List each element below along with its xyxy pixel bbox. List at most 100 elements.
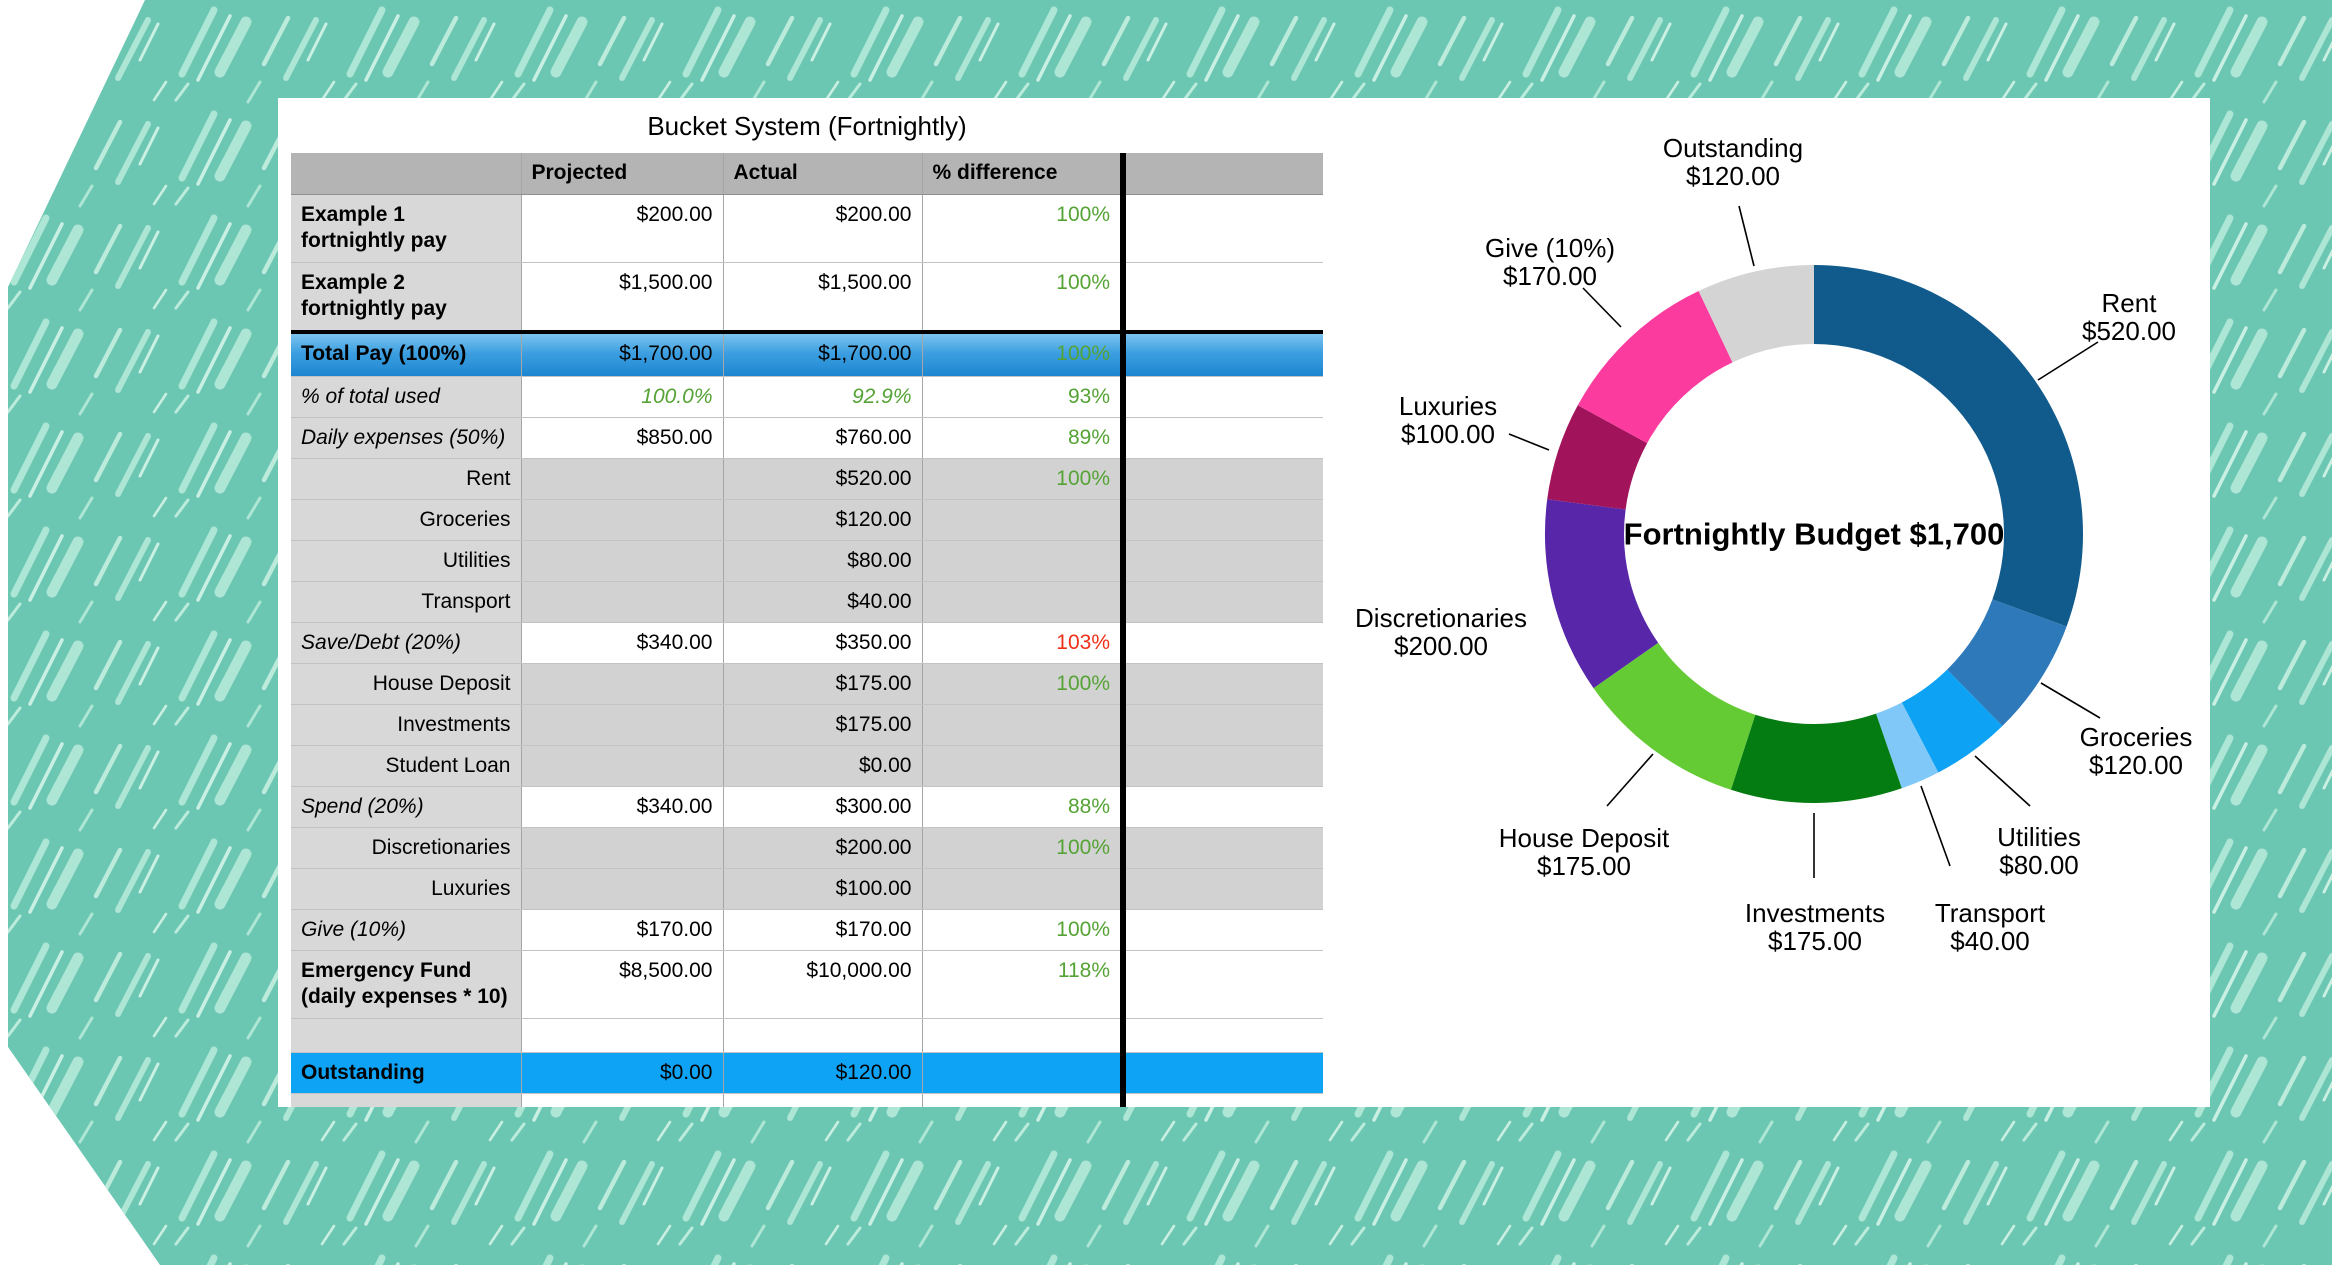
cell-actual[interactable]: $350.00 [723, 622, 923, 664]
cell-label[interactable] [291, 1093, 522, 1107]
cell-label[interactable]: Discretionaries [291, 827, 522, 869]
donut-slice-transport[interactable] [1876, 702, 1939, 789]
cell-label[interactable]: Total Pay (100%) [291, 330, 522, 377]
cell-extra[interactable] [1120, 194, 1323, 263]
column-header-projected[interactable]: Projected [521, 153, 724, 195]
cell-projected[interactable] [521, 581, 724, 623]
cell-extra[interactable] [1120, 1052, 1323, 1094]
column-header-blank[interactable] [291, 153, 522, 195]
donut-slice-house-deposit[interactable] [1593, 642, 1756, 790]
cell-actual[interactable]: $175.00 [723, 663, 923, 705]
cell-diff[interactable]: 100% [922, 262, 1123, 333]
cell-projected[interactable]: $1,700.00 [521, 330, 724, 377]
donut-slice-groceries[interactable] [1947, 599, 2067, 726]
cell-projected[interactable]: 100.0% [521, 376, 724, 418]
cell-extra[interactable] [1120, 262, 1323, 333]
cell-extra[interactable] [1120, 950, 1323, 1019]
cell-actual[interactable]: $760.00 [723, 417, 923, 459]
cell-actual[interactable]: $200.00 [723, 827, 923, 869]
cell-diff[interactable]: 88% [922, 786, 1123, 828]
cell-label[interactable]: Daily expenses (50%) [291, 417, 522, 459]
donut-slice-utilities[interactable] [1901, 669, 2003, 773]
cell-label[interactable]: House Deposit [291, 663, 522, 705]
cell-diff[interactable]: 93% [922, 376, 1123, 418]
cell-actual[interactable]: $80.00 [723, 540, 923, 582]
donut-slice-outstanding[interactable] [1698, 265, 1814, 363]
cell-actual[interactable] [723, 1018, 923, 1053]
cell-actual[interactable]: $1,500.00 [723, 262, 923, 333]
cell-diff[interactable]: 118% [922, 950, 1123, 1019]
column-header-diff[interactable]: % difference [922, 153, 1123, 195]
cell-projected[interactable] [521, 540, 724, 582]
cell-diff[interactable]: 100% [922, 827, 1123, 869]
cell-diff[interactable] [922, 499, 1123, 541]
cell-extra[interactable] [1120, 745, 1323, 787]
cell-extra[interactable] [1120, 663, 1323, 705]
cell-actual[interactable]: $120.00 [723, 1052, 923, 1094]
cell-diff[interactable] [922, 1094, 1123, 1108]
cell-projected[interactable] [521, 1018, 724, 1053]
cell-extra[interactable] [1120, 1018, 1323, 1053]
cell-label[interactable]: Transport [291, 581, 522, 623]
cell-diff[interactable]: 100% [922, 909, 1123, 951]
cell-diff[interactable] [922, 1018, 1123, 1053]
cell-actual[interactable]: $10,000.00 [723, 950, 923, 1019]
cell-projected[interactable] [521, 745, 724, 787]
cell-extra[interactable] [1120, 786, 1323, 828]
cell-actual[interactable]: $120.00 [723, 499, 923, 541]
cell-diff[interactable] [922, 704, 1123, 746]
cell-actual[interactable]: $0.00 [723, 745, 923, 787]
cell-diff[interactable] [922, 1052, 1123, 1094]
cell-actual[interactable]: $100.00 [723, 868, 923, 910]
cell-label[interactable]: Emergency Fund (daily expenses * 10) [291, 950, 522, 1019]
cell-label[interactable]: Student Loan [291, 745, 522, 787]
cell-label[interactable]: Rent [291, 458, 522, 500]
cell-projected[interactable] [521, 868, 724, 910]
cell-extra[interactable] [1120, 1093, 1323, 1107]
cell-diff[interactable]: 100% [922, 663, 1123, 705]
donut-slice-give-10-[interactable] [1577, 291, 1733, 444]
cell-diff[interactable]: 100% [922, 194, 1123, 263]
cell-diff[interactable] [922, 540, 1123, 582]
cell-label[interactable]: Example 1 fortnightly pay [291, 194, 522, 263]
cell-label[interactable]: Utilities [291, 540, 522, 582]
cell-projected[interactable] [521, 663, 724, 705]
cell-label[interactable]: Spend (20%) [291, 786, 522, 828]
cell-projected[interactable]: $1,500.00 [521, 262, 724, 333]
cell-projected[interactable]: $340.00 [521, 786, 724, 828]
donut-slice-rent[interactable] [1814, 265, 2084, 627]
cell-projected[interactable]: $200.00 [521, 194, 724, 263]
cell-diff[interactable] [922, 868, 1123, 910]
cell-projected[interactable]: $170.00 [521, 909, 724, 951]
cell-projected[interactable] [521, 827, 724, 869]
cell-actual[interactable]: $40.00 [723, 581, 923, 623]
column-header-actual[interactable]: Actual [723, 153, 923, 195]
cell-actual[interactable]: 92.9% [723, 376, 923, 418]
cell-projected[interactable] [521, 458, 724, 500]
cell-actual[interactable]: $300.00 [723, 786, 923, 828]
cell-diff[interactable] [922, 581, 1123, 623]
donut-slice-discretionaries[interactable] [1544, 499, 1659, 689]
cell-label[interactable]: Investments [291, 704, 522, 746]
cell-label[interactable]: Save/Debt (20%) [291, 622, 522, 664]
cell-extra[interactable] [1120, 827, 1323, 869]
cell-extra[interactable] [1120, 868, 1323, 910]
cell-extra[interactable] [1120, 909, 1323, 951]
cell-label[interactable] [291, 1018, 522, 1053]
cell-diff[interactable]: 89% [922, 417, 1123, 459]
donut-slice-investments[interactable] [1730, 713, 1902, 803]
cell-projected[interactable] [521, 499, 724, 541]
cell-extra[interactable] [1120, 458, 1323, 500]
cell-actual[interactable] [723, 1093, 923, 1107]
cell-label[interactable]: % of total used [291, 376, 522, 418]
cell-actual[interactable]: $175.00 [723, 704, 923, 746]
cell-projected[interactable] [521, 704, 724, 746]
cell-actual[interactable]: $170.00 [723, 909, 923, 951]
cell-projected[interactable]: $8,500.00 [521, 950, 724, 1019]
cell-diff[interactable]: 103% [922, 622, 1123, 664]
cell-projected[interactable] [521, 1093, 724, 1107]
cell-diff[interactable]: 100% [922, 458, 1123, 500]
cell-actual[interactable]: $1,700.00 [723, 330, 923, 377]
cell-projected[interactable]: $0.00 [521, 1052, 724, 1094]
cell-label[interactable]: Example 2 fortnightly pay [291, 262, 522, 333]
